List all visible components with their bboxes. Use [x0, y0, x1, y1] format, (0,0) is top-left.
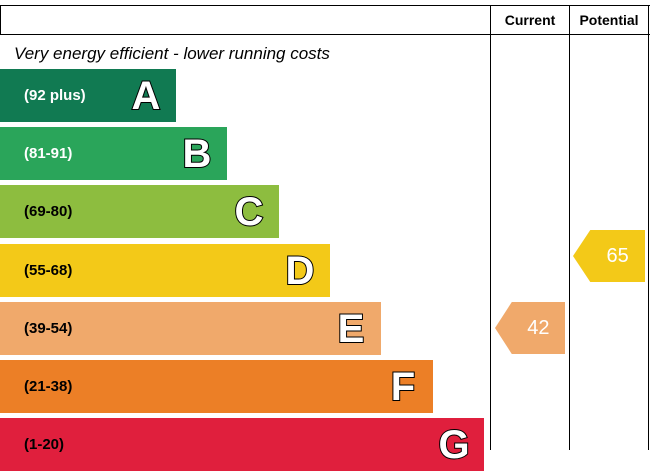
frame-left-line: [0, 5, 1, 35]
band-letter: C: [234, 189, 265, 235]
band-range-label: (55-68): [24, 262, 73, 279]
band-c: (69-80) C: [0, 185, 279, 238]
current-rating-value: 42: [527, 317, 550, 339]
band-range-label: (92 plus): [24, 87, 86, 104]
epc-chart: Current Potential Very energy efficient …: [0, 5, 650, 471]
potential-header: Potential: [579, 12, 639, 28]
frame-right-line: [648, 5, 649, 450]
band-range-label: (1-20): [24, 436, 65, 453]
band-letter: D: [285, 248, 316, 294]
band-d: (55-68) D: [0, 244, 330, 297]
header-bottom-line: [0, 34, 650, 35]
band-letter: A: [131, 73, 162, 119]
band-g: (1-20) G: [0, 418, 484, 471]
frame-top-line: [0, 5, 650, 6]
band-letter: B: [182, 131, 213, 177]
band-letter: G: [437, 422, 470, 468]
band-range-label: (69-80): [24, 203, 73, 220]
band-letter: E: [337, 306, 366, 352]
band-e: (39-54) E: [0, 302, 381, 355]
band-b: (81-91) B: [0, 127, 227, 180]
potential-rating-value: 65: [606, 245, 629, 267]
efficient-caption: Very energy efficient - lower running co…: [14, 44, 330, 63]
band-f: (21-38) F: [0, 360, 433, 413]
band-letter: F: [390, 364, 416, 410]
current-rating-arrow: 42: [495, 302, 565, 354]
band-range-label: (21-38): [24, 378, 73, 395]
potential-column-left-line: [569, 5, 570, 450]
potential-rating-arrow: 65: [573, 230, 645, 282]
band-a: (92 plus) A: [0, 69, 176, 122]
band-range-label: (39-54): [24, 320, 73, 337]
band-range-label: (81-91): [24, 145, 73, 162]
current-column-left-line: [490, 5, 491, 450]
current-header: Current: [504, 12, 556, 28]
